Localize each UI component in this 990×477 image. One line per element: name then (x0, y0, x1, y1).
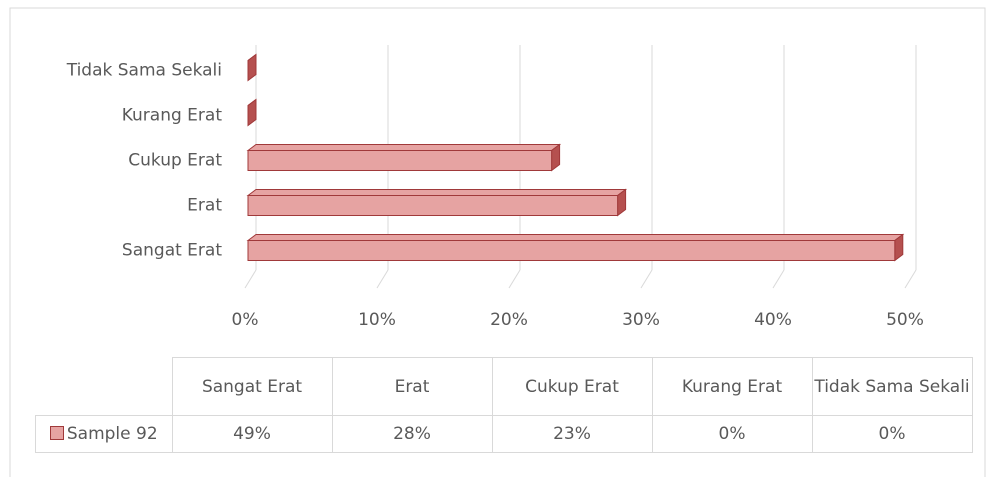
table-corner (36, 358, 173, 416)
grid-floor-line (772, 269, 785, 289)
table-value-cell: 0% (811, 415, 973, 453)
bar (247, 150, 553, 171)
bar-top (246, 234, 905, 241)
grid-floor-line (508, 269, 521, 289)
bar (247, 240, 896, 261)
grid-floor-line (904, 269, 917, 289)
table-header-cell: Kurang Erat (651, 357, 813, 416)
table-header-cell: Sangat Erat (171, 357, 333, 416)
table-header-cell: Tidak Sama Sekali (811, 357, 973, 416)
legend-key (49, 426, 64, 440)
x-tick-label: 0% (232, 310, 259, 330)
legend-cell: Sample 92 (35, 415, 173, 453)
y-tick-label: Tidak Sama Sekali (66, 61, 222, 81)
table-value-cell: 49% (171, 415, 333, 453)
bar-side (247, 98, 257, 127)
bar (247, 195, 619, 216)
x-tick-label: 20% (490, 310, 528, 330)
table-value-cell: 23% (491, 415, 653, 453)
y-tick-label: Sangat Erat (122, 241, 222, 261)
y-tick-label: Kurang Erat (122, 106, 223, 126)
grid-floor-line (376, 269, 389, 289)
grid-floor-line (640, 269, 653, 289)
table-header-cell: Erat (331, 357, 493, 416)
table-header-row: Sangat Erat Erat Cukup Erat Kurang Erat Tida… (36, 357, 973, 416)
y-tick-label: Cukup Erat (128, 151, 222, 171)
table-value-cell: 28% (331, 415, 493, 453)
bar-top (246, 189, 628, 196)
bar-top (246, 144, 562, 151)
grid-floor-line (244, 269, 257, 289)
legend-label: Sample 92 (66, 424, 158, 444)
x-tick-label: 40% (754, 310, 792, 330)
data-table: Sangat Erat Erat Cukup Erat Kurang Erat Tida… (35, 357, 973, 453)
x-tick-label: 30% (622, 310, 660, 330)
table-data-row: Sample 92 49% 28% 23% 0% 0% (35, 415, 973, 453)
table-header-cell: Cukup Erat (491, 357, 653, 416)
y-tick-label: Erat (187, 196, 222, 216)
table-value-cell: 0% (651, 415, 813, 453)
chart-border (9, 7, 986, 477)
x-tick-label: 10% (358, 310, 396, 330)
x-tick-label: 50% (886, 310, 924, 330)
bar-side (247, 53, 257, 82)
